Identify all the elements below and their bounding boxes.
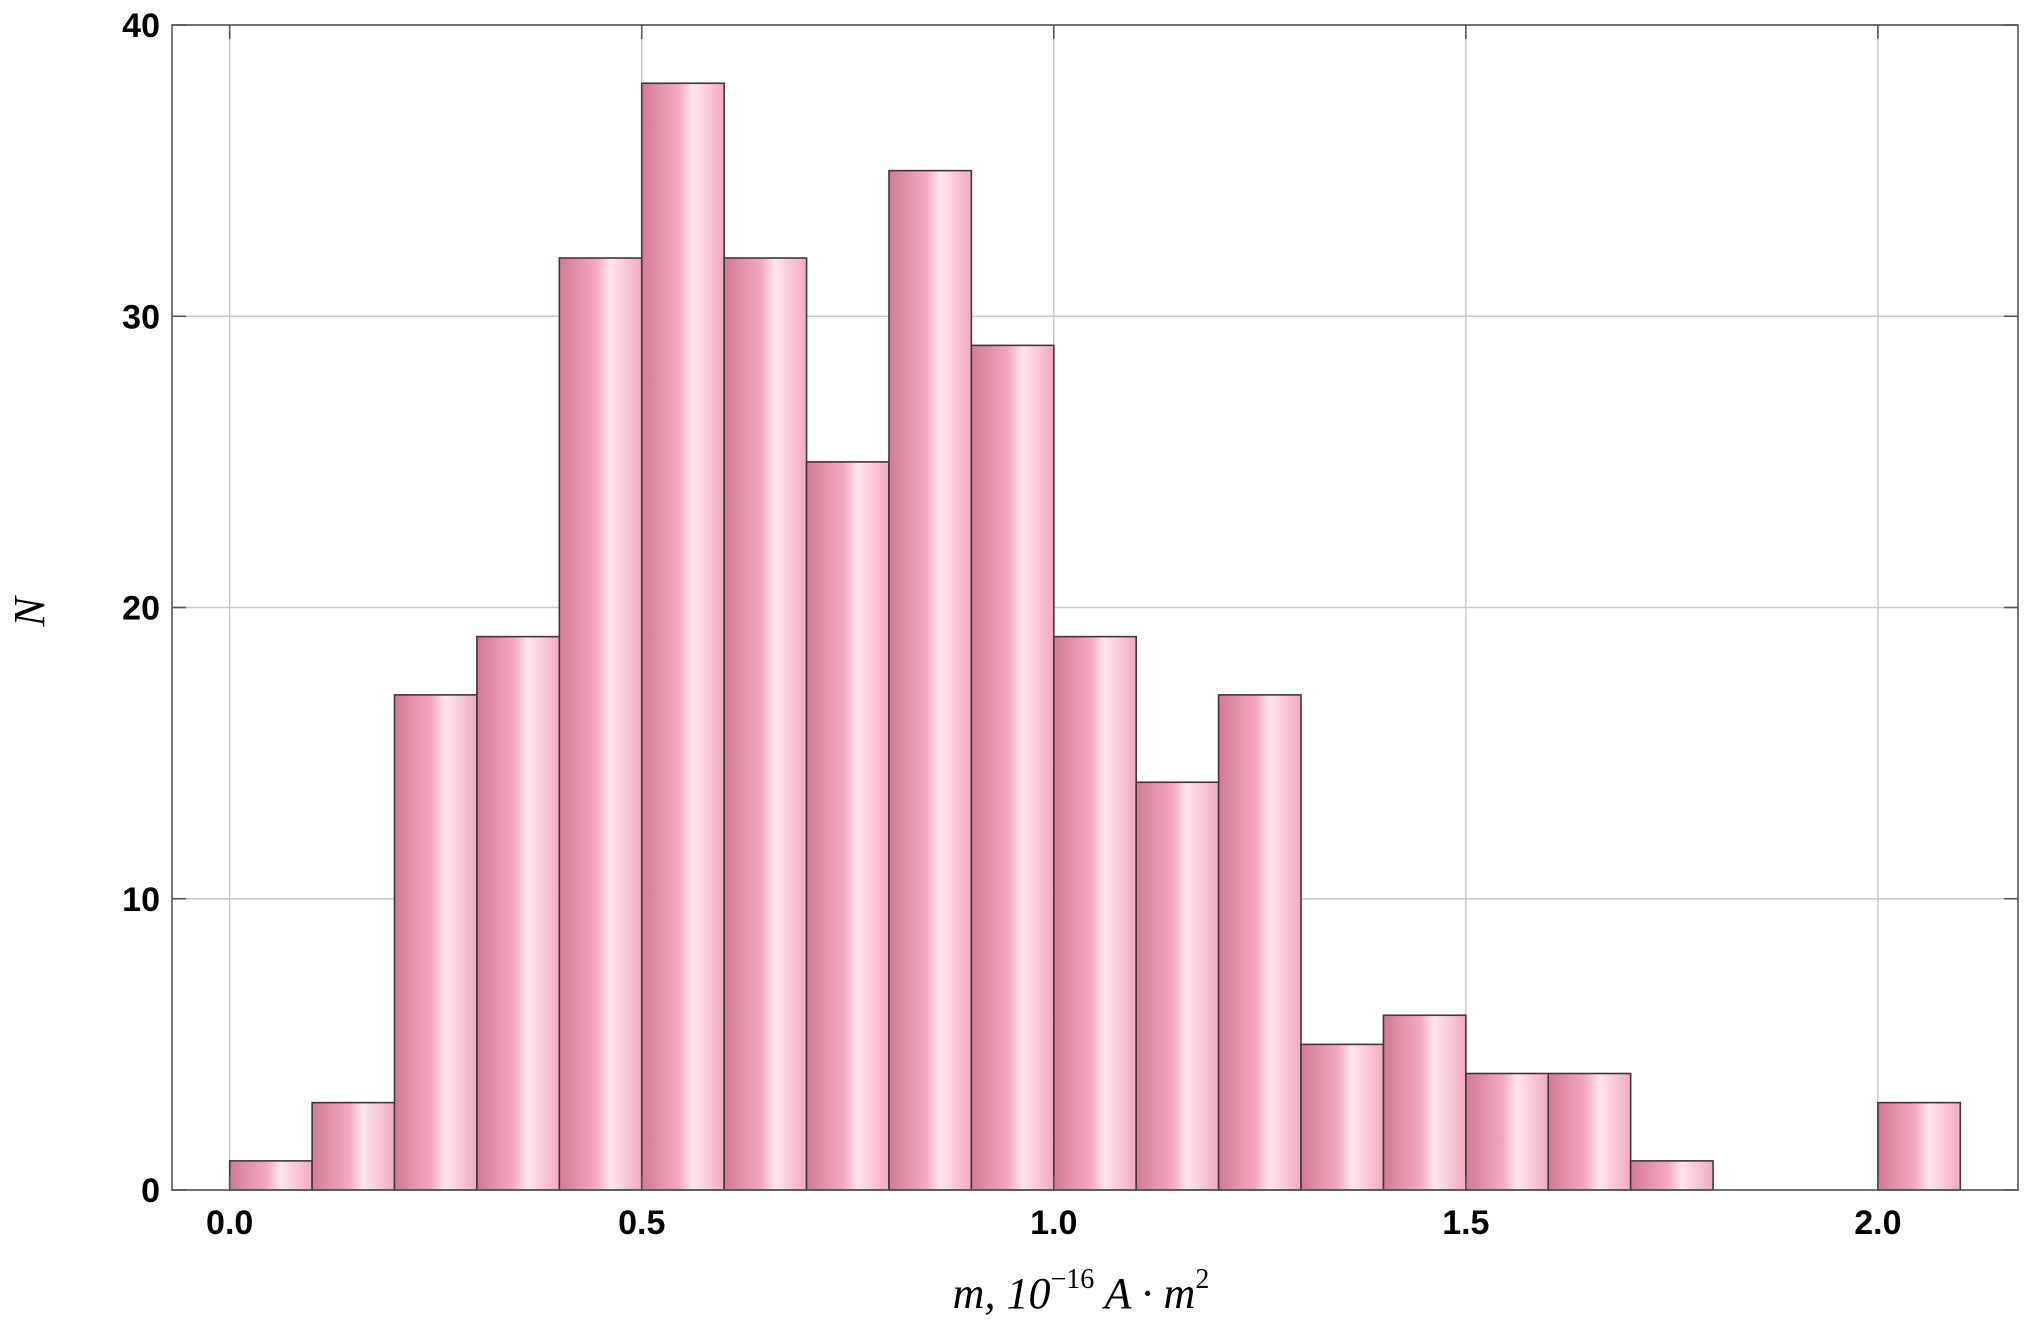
histogram-bar <box>311 1101 396 1191</box>
histogram-bar <box>393 694 478 1191</box>
histogram-bar <box>1217 694 1302 1191</box>
x-axis-label: m, 10−16 A · m2 <box>953 1264 1210 1318</box>
y-axis-label: N <box>5 595 54 628</box>
y-tick-label: 10 <box>122 881 160 919</box>
x-tick-label: 0.5 <box>618 1204 665 1242</box>
histogram-bar <box>558 257 643 1191</box>
y-tick-label: 20 <box>122 590 160 628</box>
y-tick-label: 30 <box>122 298 160 336</box>
y-tick-labels: 0 10 20 30 40 <box>122 7 160 1210</box>
x-tick-label: 1.5 <box>1442 1204 1489 1242</box>
histogram-bar <box>1465 1072 1550 1191</box>
x-tick-label: 0.0 <box>206 1204 253 1242</box>
histogram-bar <box>888 169 973 1191</box>
y-tick-label: 0 <box>141 1172 160 1210</box>
histogram-bar <box>805 461 890 1191</box>
histogram-bar <box>1052 635 1138 1191</box>
histogram-bar <box>723 257 808 1191</box>
x-tick-label: 2.0 <box>1854 1204 1901 1242</box>
x-tick-label: 1.0 <box>1030 1204 1077 1242</box>
histogram-bar <box>228 1160 313 1191</box>
bars <box>228 82 1962 1191</box>
histogram-bar <box>1877 1101 1962 1191</box>
x-tick-labels: 0.0 0.5 1.0 1.5 2.0 <box>206 1204 1901 1242</box>
histogram-bar <box>1382 1014 1467 1191</box>
tick-marks <box>172 24 2018 1191</box>
histogram-bar <box>1547 1072 1632 1191</box>
y-tick-label: 40 <box>122 7 160 45</box>
histogram-bar <box>640 82 725 1191</box>
histogram-bar <box>1300 1043 1385 1191</box>
histogram-bar <box>1135 781 1220 1191</box>
histogram-bar <box>476 635 561 1191</box>
histogram-bar <box>1629 1160 1714 1191</box>
histogram-bar <box>970 344 1055 1191</box>
